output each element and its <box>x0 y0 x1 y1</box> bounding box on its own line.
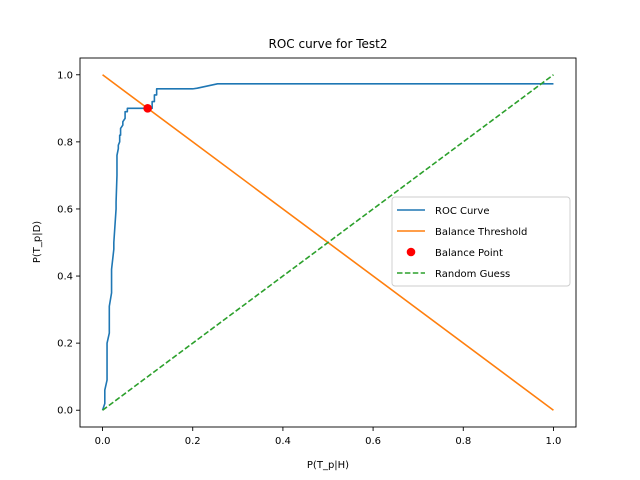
x-tick-label: 0.4 <box>275 436 291 447</box>
legend-balance-point-swatch <box>406 247 416 257</box>
legend-roc-curve-label: ROC Curve <box>435 206 489 217</box>
y-tick-label: 0.2 <box>57 339 73 350</box>
legend-box <box>391 196 571 287</box>
y-tick-label: 0.4 <box>57 272 73 283</box>
x-axis-label: P(T_p|H) <box>307 460 349 471</box>
plot-area <box>101 74 554 411</box>
random-guess-line <box>102 74 554 411</box>
balance-point-marker <box>143 104 152 113</box>
chart-title: ROC curve for Test2 <box>269 37 388 51</box>
x-tick-label: 0.6 <box>365 436 381 447</box>
legend-balance-threshold-label: Balance Threshold <box>435 227 527 238</box>
roc-curve-line <box>101 83 554 411</box>
x-tick-label: 0.0 <box>95 436 111 447</box>
y-tick-label: 0.8 <box>57 137 73 148</box>
x-tick-label: 1.0 <box>546 436 562 447</box>
y-axis-label: P(T_p|D) <box>32 221 43 263</box>
axis-ticks: 0.0 0.2 0.4 0.6 0.8 1.0 0.0 0.2 0.4 0.6 0.8 1.0 <box>57 57 577 447</box>
y-tick-label: 1.0 <box>57 70 73 81</box>
x-tick-label: 0.8 <box>455 436 471 447</box>
legend: ROC Curve Balance Threshold Balance Point R… <box>391 196 571 287</box>
axes-frame <box>79 57 577 428</box>
legend-random-guess-label: Random Guess <box>435 269 510 280</box>
y-tick-label: 0.6 <box>57 204 73 215</box>
x-tick-label: 0.2 <box>185 436 201 447</box>
y-tick-label: 0.0 <box>57 406 73 417</box>
legend-balance-point-label: Balance Point <box>435 248 503 259</box>
